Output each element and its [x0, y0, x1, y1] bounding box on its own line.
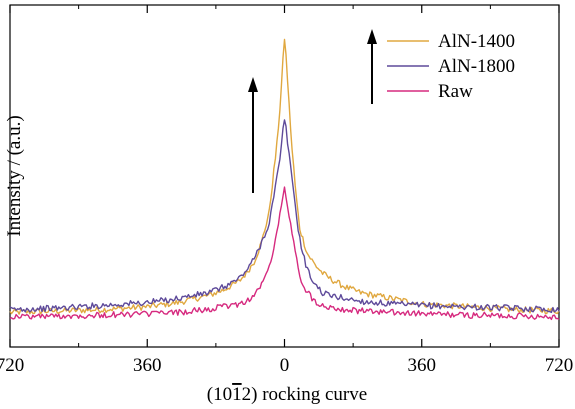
series-line-aln-1400 — [9, 38, 560, 315]
x-axis-label-suffix: 2) rocking curve — [242, 384, 368, 405]
x-axis-label-overbar: 1 — [232, 384, 242, 405]
y-axis-label: Intensity / (a.u.) — [4, 115, 25, 236]
up-arrow-center-head — [248, 77, 258, 92]
series-layer — [9, 38, 560, 321]
x-tick-label: 360 — [408, 355, 437, 376]
series-line-aln-1800 — [9, 119, 560, 314]
series-line-raw — [9, 186, 560, 321]
legend-label-aln-1800: AlN-1800 — [438, 56, 515, 77]
x-axis-label: (1012) rocking curve — [207, 384, 367, 405]
x-tick-label: 720 — [545, 355, 574, 376]
x-axis-label-prefix: (10 — [207, 384, 232, 405]
x-tick-label: 720 — [0, 355, 24, 376]
x-tick-label: 360 — [133, 355, 162, 376]
legend: AlN-1400 AlN-1800 Raw — [387, 31, 515, 102]
x-tick-label: 0 — [280, 355, 290, 376]
legend-label-raw: Raw — [438, 81, 473, 102]
x-tick-labels: 720 360 0 360 720 — [0, 355, 573, 376]
up-arrow-legend-head — [367, 29, 377, 44]
x-ticks — [9, 5, 560, 347]
legend-label-aln-1400: AlN-1400 — [438, 31, 515, 52]
